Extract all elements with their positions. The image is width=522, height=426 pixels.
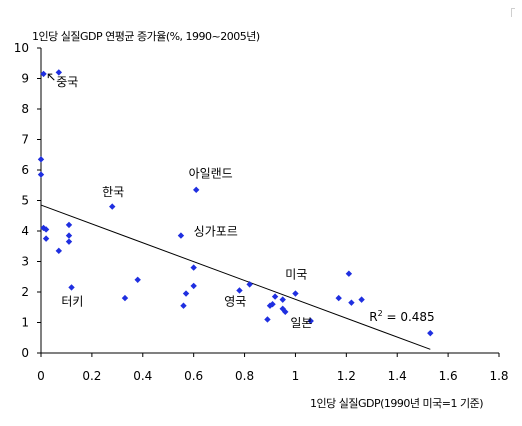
annotation-label: 미국 (285, 267, 307, 281)
annotation-label: 일본 (290, 316, 312, 330)
y-tick-label: 7 (21, 133, 29, 147)
r-squared-value: = 0.485 (383, 310, 435, 324)
data-point (246, 281, 253, 288)
data-point (109, 203, 116, 210)
data-point (345, 270, 353, 277)
data-point (182, 290, 190, 297)
x-tick-label: 0 (37, 369, 45, 383)
data-point (65, 232, 73, 239)
data-point (42, 235, 50, 242)
r-squared-sup: 2 (378, 309, 383, 318)
x-tick-label: 1.6 (439, 369, 458, 383)
data-point (37, 171, 45, 178)
data-point (271, 293, 279, 300)
y-tick-label: 8 (21, 102, 29, 116)
data-point (348, 299, 355, 306)
y-tick-label: 6 (21, 163, 29, 177)
data-point (37, 156, 45, 163)
annotation-arrow (47, 73, 55, 81)
corner-mark (511, 8, 515, 17)
annotation-label: 영국 (224, 295, 246, 309)
r-squared-label: R2 = 0.485 (369, 309, 434, 324)
data-point (65, 238, 73, 245)
x-tick-label: 0.2 (82, 369, 101, 383)
x-tick-label: 0.6 (184, 369, 203, 383)
y-tick-label: 10 (14, 41, 29, 55)
data-point (358, 296, 365, 303)
data-point (427, 329, 434, 337)
data-points (37, 69, 434, 337)
y-tick-label: 4 (21, 224, 29, 238)
annotation-label: 싱가포르 (194, 225, 238, 239)
data-point (177, 232, 185, 239)
data-point (134, 276, 141, 283)
annotation-label: 터키 (61, 295, 83, 309)
y-tick-label: 9 (21, 72, 29, 86)
data-point (236, 287, 243, 294)
data-point (55, 247, 63, 255)
y-tick-label: 5 (21, 194, 29, 208)
axes (37, 47, 500, 357)
data-point (68, 284, 75, 291)
x-tick-label: 1.2 (337, 369, 356, 383)
data-point (65, 221, 73, 229)
x-tick-label: 0.4 (133, 369, 152, 383)
y-tick-label: 1 (21, 316, 29, 330)
data-point (335, 294, 342, 302)
x-tick-label: 0.8 (235, 369, 254, 383)
r-squared-base: R (369, 310, 377, 324)
data-point (190, 264, 197, 271)
x-tick-label: 1.8 (489, 369, 508, 383)
data-point (193, 186, 200, 194)
data-point (269, 301, 276, 308)
y-axis-title: 1인당 실질GDP 연평균 증가율(%, 1990~2005년) (32, 30, 260, 43)
tick-labels: 0 0.2 0.4 0.6 0.8 1 1.2 1.4 1.6 1.8 0 1 2 3 4 5 6 7 8 9 10 (14, 41, 509, 383)
data-point (121, 294, 129, 302)
data-point (282, 308, 289, 316)
data-point (307, 317, 314, 325)
data-point (292, 290, 299, 297)
y-tick-label: 2 (21, 285, 29, 299)
data-point (55, 69, 63, 76)
annotation-label: 아일랜드 (189, 167, 233, 181)
data-point (190, 282, 197, 290)
data-point (40, 70, 47, 78)
data-point (264, 316, 271, 323)
y-tick-label: 0 (21, 346, 29, 360)
x-tick-label: 1 (292, 369, 300, 383)
annotation-label: 한국 (102, 185, 124, 199)
x-axis-title: 1인당 실질GDP(1990년 미국=1 기준) (310, 397, 483, 410)
annotation-arrow-head (47, 73, 53, 79)
data-point (279, 296, 286, 303)
y-tick-label: 3 (21, 255, 29, 269)
data-point (42, 226, 50, 233)
trendline (40, 204, 431, 350)
annotation-label: 중국 (56, 75, 78, 89)
x-tick-label: 1.4 (388, 369, 407, 383)
data-point (180, 302, 187, 309)
